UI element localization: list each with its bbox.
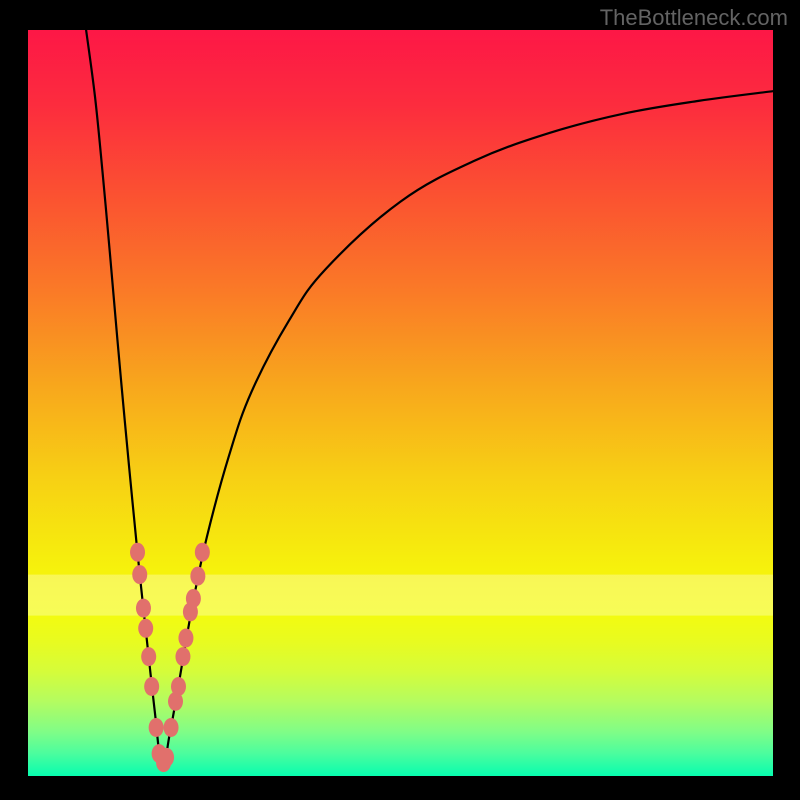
data-marker <box>141 647 156 666</box>
watermark-text: TheBottleneck.com <box>600 5 788 31</box>
plot-area <box>28 30 773 776</box>
data-marker <box>195 543 210 562</box>
chart-root: TheBottleneck.com <box>0 0 800 800</box>
data-marker <box>186 589 201 608</box>
gradient-background <box>28 30 773 776</box>
data-marker <box>190 567 205 586</box>
data-marker <box>175 647 190 666</box>
data-marker <box>159 748 174 767</box>
data-marker <box>138 619 153 638</box>
data-marker <box>136 599 151 618</box>
plot-svg <box>28 30 773 776</box>
data-marker <box>171 677 186 696</box>
data-marker <box>132 565 147 584</box>
data-marker <box>178 628 193 647</box>
data-marker <box>144 677 159 696</box>
data-marker <box>130 543 145 562</box>
data-marker <box>149 718 164 737</box>
data-marker <box>164 718 179 737</box>
